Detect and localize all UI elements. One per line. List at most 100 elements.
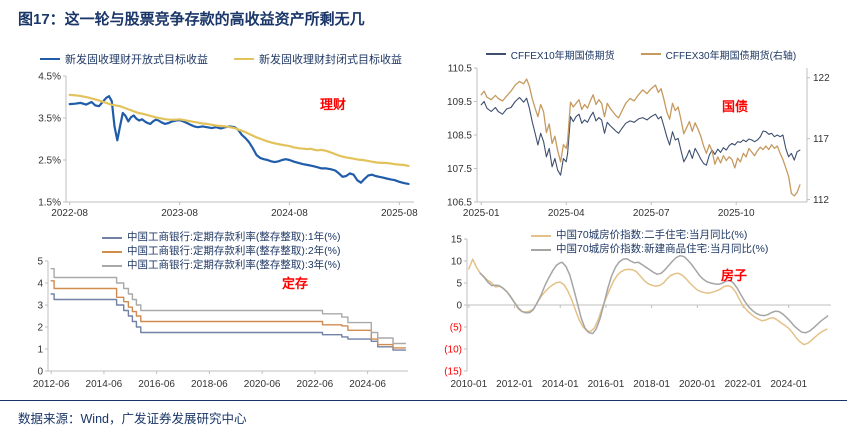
series-line-0 [480,96,801,176]
chart-panel-housing-price: 中国70城房价指数:二手住宅:当月同比(%) 中国70城房价指数:新建商品住宅:当… [427,229,843,393]
legend-wealth-management: 新发固收理财开放式目标收益 新发固收理财封闭式目标收益 [20,50,422,68]
legend-swatch [640,53,661,55]
legend-swatch [102,250,122,253]
legend-item: 中国工商银行:定期存款利率(整存整取):1年(%) [102,231,341,244]
chart-panel-time-deposit: 中国工商银行:定期存款利率(整存整取):1年(%) 中国工商银行:定期存款利率(整… [14,231,422,393]
y-tick-label: 4 [37,279,43,290]
x-tick-label: 2022-08 [51,208,88,219]
legend-label: 中国工商银行:定期存款利率(整存整取):3年(%) [127,259,341,271]
legend-label: 新发固收理财封闭式目标收益 [259,54,402,66]
y-tick-label: 110.5 [448,64,473,75]
data-source-footer: 数据来源：Wind，广发证券发展研究中心 [0,400,847,427]
x-tick-label: 2020-01 [679,379,716,390]
legend-label: CFFEX10年期国债期货 [510,50,615,62]
x-tick-label: 2024-08 [271,208,308,219]
legend-item: 中国70城房价指数:新建商品住宅:当月同比(%) [531,243,768,256]
chart-panel-treasury-futures: CFFEX10年期国债期货 CFFEX30年期国债期货(右轴) 110.5 109.… [437,46,845,224]
series-line-2 [50,268,407,345]
series-line-1 [479,254,829,335]
legend-swatch [234,58,254,60]
chart-housing-price: 15 10 5 0 (5) (10) (15)2010-01 2012-01 2014-01 20… [444,235,831,390]
legend-label: 中国工商银行:定期存款利率(整存整取):1年(%) [127,231,341,243]
y-tick-label: 0 [37,367,43,378]
legend-housing-price: 中国70城房价指数:二手住宅:当月同比(%) 中国70城房价指数:新建商品住宅:当… [531,229,768,256]
legend-swatch [485,53,506,55]
y-tick-label: (15) [444,367,462,378]
y-right-tick-label: 117 [813,134,829,145]
x-tick-label: 2012-01 [496,379,533,390]
annotation-dingcun: 定存 [282,276,309,291]
series-line-1 [50,280,407,349]
series-line-0 [468,258,828,346]
x-tick-label: 2025-08 [381,208,418,219]
series-line-0 [50,293,407,351]
legend-swatch [531,248,551,251]
legend-label: CFFEX30年期国债期货(右轴) [665,50,797,62]
y-right-tick-label: 122 [813,73,830,84]
y-tick-label: 5 [456,279,462,290]
y-tick-label: 1 [37,345,43,356]
y-tick-label: 1.5% [38,198,61,209]
y-tick-label: 15 [451,235,463,246]
x-tick-label: 2018-01 [633,379,670,390]
chart-treasury-futures: 110.5 109.5 108.5 107.5 106.5 122 117 112 2025-0… [447,64,830,220]
y-tick-label: 2 [37,323,43,334]
y-tick-label: 107.5 [447,164,472,175]
legend-swatch [531,234,551,237]
x-tick-label: 2025-04 [548,208,585,219]
x-tick-label: 2014-01 [542,379,579,390]
x-tick-label: 2012-06 [33,379,70,390]
y-right-tick-label: 112 [813,195,829,206]
y-tick-label: 3 [37,301,43,312]
legend-swatch [40,58,60,60]
y-tick-label: 0 [456,301,462,312]
annotation-guozhai: 国债 [722,99,749,114]
y-tick-label: 106.5 [447,198,472,209]
legend-item: 新发固收理财开放式目标收益 [40,51,208,67]
y-tick-label: 2.5% [38,156,61,167]
x-tick-label: 2022-06 [297,379,334,390]
legend-label: 中国70城房价指数:二手住宅:当月同比(%) [556,229,748,241]
legend-label: 中国工商银行:定期存款利率(整存整取):2年(%) [127,245,341,257]
x-tick-label: 2025-10 [718,208,755,219]
legend-swatch [102,264,122,267]
chart-wealth-management: 4.5% 3.5% 2.5% 1.5%2022-08 2023-08 2024-08 202… [38,72,418,220]
series-line-0 [68,95,410,186]
y-tick-label: (5) [450,323,462,334]
legend-item: CFFEX30年期国债期货(右轴) [640,47,797,62]
x-tick-label: 2014-06 [86,379,123,390]
annotation-licai: 理财 [320,97,347,112]
legend-label: 中国70城房价指数:新建商品住宅:当月同比(%) [556,243,769,255]
x-tick-label: 2025-01 [463,208,500,219]
figure-title: 图17：这一轮与股票竞争存款的高收益资产所剩无几 [18,11,365,28]
x-tick-label: 2018-06 [191,379,228,390]
y-tick-label: (10) [444,345,462,356]
y-tick-label: 108.5 [447,131,472,142]
legend-item: 新发固收理财封闭式目标收益 [234,51,402,67]
x-tick-label: 2023-08 [161,208,198,219]
legend-time-deposit: 中国工商银行:定期存款利率(整存整取):1年(%) 中国工商银行:定期存款利率(整… [102,231,341,272]
x-tick-label: 2020-06 [244,379,281,390]
legend-item: 中国70城房价指数:二手住宅:当月同比(%) [531,229,747,242]
series-line-1 [480,78,801,197]
y-tick-label: 109.5 [447,97,472,108]
legend-swatch [102,236,122,239]
x-tick-label: 2010-01 [450,379,487,390]
x-tick-label: 2024-01 [770,379,807,390]
y-tick-label: 4.5% [38,72,61,83]
chart-panel-wealth-management: 新发固收理财开放式目标收益 新发固收理财封闭式目标收益 4.5% 3.5% 2.5% 1… [20,50,422,224]
y-tick-label: 10 [451,257,463,268]
legend-label: 新发固收理财开放式目标收益 [65,54,208,66]
x-tick-label: 2016-06 [138,379,175,390]
x-tick-label: 2022-01 [725,379,762,390]
legend-treasury-futures: CFFEX10年期国债期货 CFFEX30年期国债期货(右轴) [437,46,845,62]
x-tick-label: 2025-07 [633,208,670,219]
legend-item: 中国工商银行:定期存款利率(整存整取):3年(%) [102,259,341,272]
series-line-1 [68,93,410,168]
x-tick-label: 2016-01 [588,379,625,390]
annotation-fangzi: 房子 [721,268,748,283]
y-tick-label: 3.5% [38,114,61,125]
legend-item: 中国工商银行:定期存款利率(整存整取):2年(%) [102,245,341,258]
